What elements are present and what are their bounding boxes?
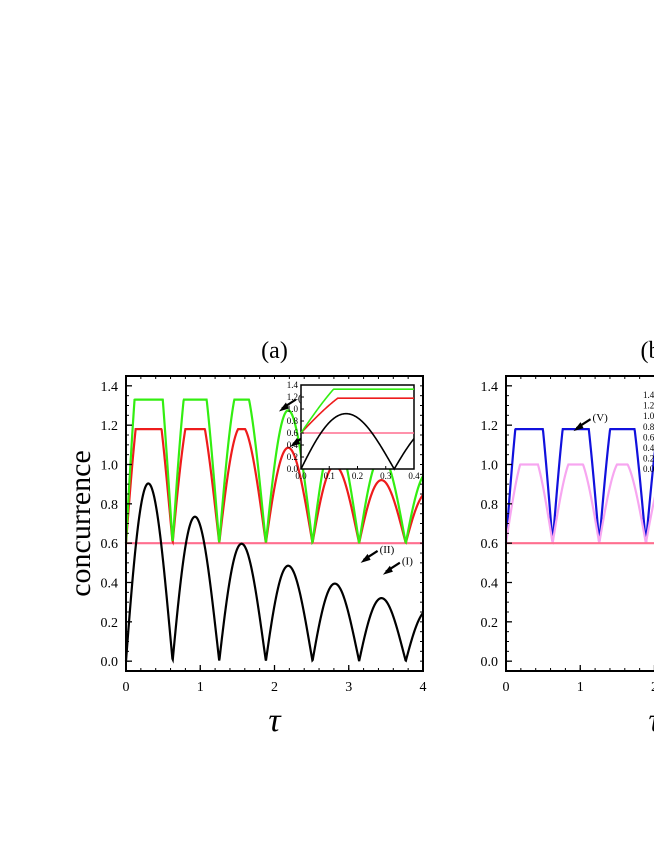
inset-x-tick-label: 0.2 bbox=[352, 471, 363, 481]
x-tick-label: 0 bbox=[123, 680, 130, 695]
x-tick-label: 0 bbox=[503, 680, 510, 695]
plot-frame bbox=[505, 375, 654, 672]
inset-y-tick-label: 1.4 bbox=[287, 380, 299, 390]
inset-b-y-tick-label: 0.4 bbox=[643, 443, 654, 453]
panel-a: (a) 0 1 2 3 4 0.0 0.2 0.4 0.6 0.8 1.0 1.2 1.4 τ concurr… bbox=[64, 338, 427, 739]
annotation-arrowhead bbox=[278, 402, 289, 412]
inset-series-iv bbox=[300, 388, 414, 434]
inset-y-tick-label: 0.0 bbox=[287, 464, 299, 474]
y-tick-label: 0.0 bbox=[101, 655, 119, 670]
inset-b-y-tick-label: 0.0 bbox=[643, 464, 654, 474]
inset-series-ii bbox=[300, 412, 415, 471]
inset-x-tick-label: 0.4 bbox=[408, 471, 420, 481]
x-tick-label: 1 bbox=[577, 680, 584, 695]
y-tick-label: 0.8 bbox=[481, 498, 499, 513]
y-tick-label: 1.0 bbox=[481, 459, 499, 474]
y-tick-label: 0.2 bbox=[101, 616, 119, 631]
panel-b: (b)0120.00.20.40.60.81.01.21.4τ(V)1.41.2… bbox=[481, 338, 654, 739]
x-tick-label: 2 bbox=[271, 680, 278, 695]
y-tick-label: 0.0 bbox=[481, 655, 499, 670]
inset-b-y-tick-label: 1.2 bbox=[643, 401, 654, 411]
x-tick-label: 3 bbox=[345, 680, 352, 695]
annotation-label: (V) bbox=[593, 412, 609, 424]
inset-b-y-tick-label: 0.6 bbox=[643, 432, 654, 442]
y-tick-label: 0.8 bbox=[101, 498, 119, 513]
panel-title: (a) bbox=[261, 338, 288, 364]
x-tick-label: 4 bbox=[420, 680, 427, 695]
y-tick-label: 0.6 bbox=[101, 537, 119, 552]
y-tick-label: 0.4 bbox=[101, 577, 119, 592]
inset-y-tick-label: 0.6 bbox=[287, 428, 299, 438]
inset-y-tick-label: 1.0 bbox=[287, 404, 299, 414]
inset-x-tick-label: 0.0 bbox=[295, 471, 307, 481]
inset-b-y-tick-label: 0.8 bbox=[643, 422, 654, 432]
inset-x-tick-label: 0.3 bbox=[380, 471, 392, 481]
inset-b-y-tick-label: 1.4 bbox=[643, 390, 654, 400]
annotation-label: (II) bbox=[380, 544, 395, 556]
y-tick-label: 1.4 bbox=[481, 380, 499, 395]
inset-y-tick-label: 0.8 bbox=[287, 416, 299, 426]
series-pink bbox=[504, 463, 654, 545]
annotation-arrowhead bbox=[290, 437, 301, 447]
annotation-label: (I) bbox=[402, 556, 413, 568]
y-tick-label: 0.2 bbox=[481, 616, 499, 631]
inset-y-tick-label: 1.2 bbox=[287, 392, 298, 402]
x-tick-label: 2 bbox=[651, 680, 654, 695]
series-v bbox=[504, 428, 654, 544]
inset-series-iii bbox=[300, 397, 414, 434]
y-tick-label: 1.2 bbox=[101, 419, 119, 434]
inset-y-tick-label: 0.2 bbox=[287, 452, 298, 462]
inset-y-tick-label: 0.4 bbox=[287, 440, 299, 450]
x-tick-label: 1 bbox=[197, 680, 204, 695]
series-ii bbox=[124, 482, 424, 664]
y-tick-label: 1.0 bbox=[101, 459, 119, 474]
y-axis-label: concurrence bbox=[64, 450, 97, 597]
y-tick-label: 1.2 bbox=[481, 419, 499, 434]
inset-b-y-tick-label: 1.0 bbox=[643, 411, 654, 421]
x-axis-label: τ bbox=[648, 702, 654, 739]
annotation-arrowhead bbox=[360, 553, 371, 563]
x-axis-label: τ bbox=[268, 702, 282, 739]
inset-b-y-tick-label: 0.2 bbox=[643, 454, 654, 464]
annotation-arrowhead bbox=[573, 422, 584, 432]
y-tick-label: 0.6 bbox=[481, 537, 499, 552]
y-tick-label: 0.4 bbox=[481, 577, 499, 592]
annotation-arrowhead bbox=[382, 565, 393, 575]
panel-title: (b) bbox=[641, 338, 654, 364]
y-tick-label: 1.4 bbox=[101, 380, 119, 395]
inset-x-tick-label: 0.1 bbox=[324, 471, 335, 481]
